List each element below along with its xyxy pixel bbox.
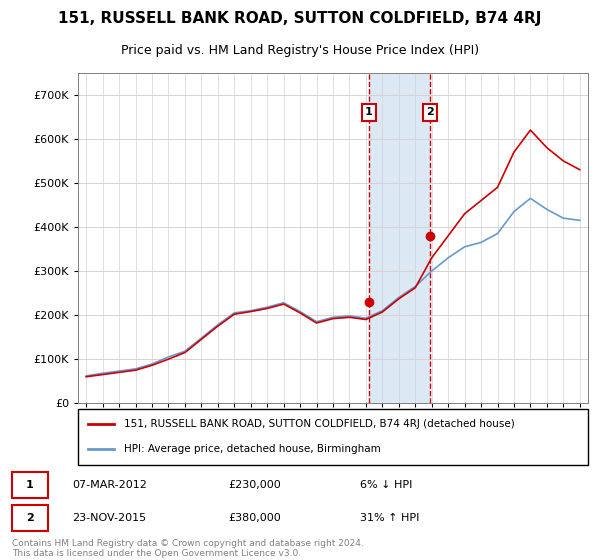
Text: £230,000: £230,000 <box>228 479 281 489</box>
Text: Price paid vs. HM Land Registry's House Price Index (HPI): Price paid vs. HM Land Registry's House … <box>121 44 479 58</box>
Text: 23-NOV-2015: 23-NOV-2015 <box>72 512 146 522</box>
Text: 1: 1 <box>26 479 34 489</box>
Text: £380,000: £380,000 <box>228 512 281 522</box>
Text: 151, RUSSELL BANK ROAD, SUTTON COLDFIELD, B74 4RJ (detached house): 151, RUSSELL BANK ROAD, SUTTON COLDFIELD… <box>124 419 515 430</box>
FancyBboxPatch shape <box>12 505 48 530</box>
Bar <box>369 73 430 403</box>
Text: 2: 2 <box>26 512 34 522</box>
FancyBboxPatch shape <box>78 409 588 465</box>
Text: 07-MAR-2012: 07-MAR-2012 <box>72 479 147 489</box>
Text: 31% ↑ HPI: 31% ↑ HPI <box>360 512 419 522</box>
Text: 1: 1 <box>365 108 373 118</box>
Text: 2: 2 <box>426 108 434 118</box>
Text: 151, RUSSELL BANK ROAD, SUTTON COLDFIELD, B74 4RJ: 151, RUSSELL BANK ROAD, SUTTON COLDFIELD… <box>58 11 542 26</box>
FancyBboxPatch shape <box>12 472 48 498</box>
Text: HPI: Average price, detached house, Birmingham: HPI: Average price, detached house, Birm… <box>124 444 380 454</box>
Text: 6% ↓ HPI: 6% ↓ HPI <box>360 479 412 489</box>
Text: Contains HM Land Registry data © Crown copyright and database right 2024.
This d: Contains HM Land Registry data © Crown c… <box>12 539 364 558</box>
